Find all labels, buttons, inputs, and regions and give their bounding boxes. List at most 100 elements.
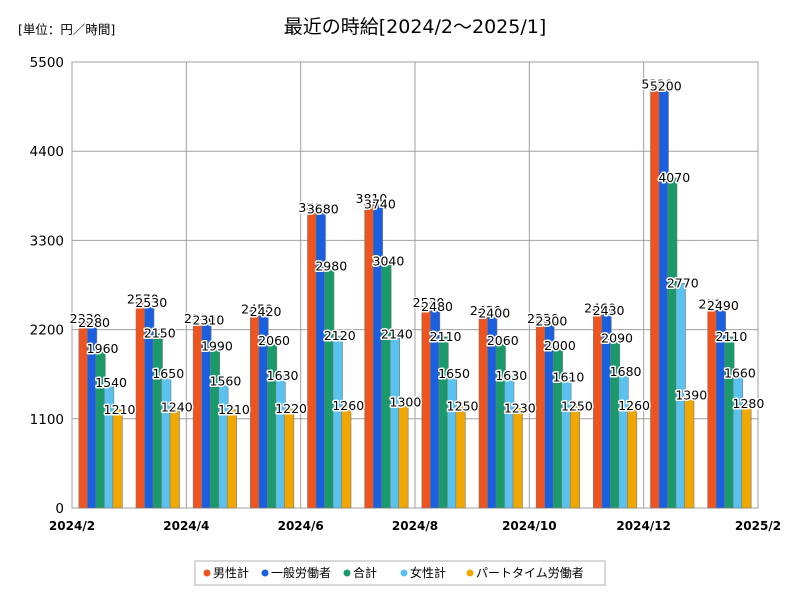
- data-label: 2420: [250, 304, 282, 319]
- data-label-halo: 1210: [104, 402, 136, 417]
- legend-marker: [466, 569, 474, 577]
- data-label-halo: 2400: [478, 305, 510, 320]
- y-tick-label: 3300: [30, 233, 64, 249]
- bar: [512, 407, 523, 509]
- data-label: 1250: [447, 399, 479, 414]
- x-tick-label: 2025/2: [735, 519, 781, 533]
- data-label-halo: 3810: [356, 191, 388, 206]
- data-label-halo: 4070: [658, 170, 690, 185]
- data-label: 2110: [430, 329, 462, 344]
- data-label: 1630: [267, 368, 299, 383]
- bar: [627, 405, 638, 509]
- data-label: 2090: [601, 331, 633, 346]
- data-label-halo: 1630: [267, 368, 299, 383]
- legend-label: パートタイム労働者: [476, 566, 584, 580]
- bar: [741, 403, 752, 509]
- data-label: 2000: [544, 338, 576, 353]
- legend-label: 合計: [353, 565, 377, 580]
- data-label: 1210: [104, 402, 136, 417]
- data-label: 2530: [135, 295, 167, 310]
- gridlines: [71, 61, 759, 509]
- data-label: 1540: [95, 375, 127, 390]
- bar: [275, 375, 286, 509]
- data-label: 1680: [610, 364, 642, 379]
- bar: [667, 177, 678, 509]
- data-label: 1390: [675, 387, 707, 402]
- data-label: 1250: [561, 399, 593, 414]
- bar: [504, 375, 515, 509]
- data-label: 3810: [356, 191, 388, 206]
- data-label: 1610: [553, 369, 585, 384]
- bar: [169, 407, 180, 509]
- data-label-halo: 2280: [78, 315, 110, 330]
- data-label-halo: 2140: [381, 326, 413, 341]
- bar: [495, 340, 506, 509]
- data-label: 1650: [152, 366, 184, 381]
- bar: [152, 333, 163, 509]
- x-tick-label: 2024/4: [163, 519, 209, 533]
- data-label: 1260: [332, 398, 364, 413]
- data-label: 2310: [193, 313, 225, 328]
- bar: [226, 409, 237, 509]
- data-label-halo: 2420: [250, 304, 282, 319]
- bar: [618, 371, 629, 509]
- data-label: 1260: [618, 398, 650, 413]
- data-label-halo: 2330: [527, 311, 559, 326]
- legend-marker: [203, 569, 211, 577]
- data-label-halo: 2330: [70, 311, 102, 326]
- bar: [447, 373, 458, 509]
- data-label-halo: 1650: [438, 366, 470, 381]
- y-axis: 0 1100 2200 3300 4400 5500: [30, 55, 64, 517]
- bar: [112, 409, 123, 509]
- data-label-halo: 1540: [95, 375, 127, 390]
- data-label-halo: 1280: [733, 396, 765, 411]
- data-label-halo: 3700: [298, 200, 330, 215]
- data-label: 1650: [438, 366, 470, 381]
- data-label: 2570: [127, 292, 159, 307]
- data-label: 1990: [201, 339, 233, 354]
- data-label: 2060: [258, 333, 290, 348]
- legend-marker: [343, 569, 351, 577]
- data-label-halo: 2770: [667, 275, 699, 290]
- data-label-halo: 2060: [487, 333, 519, 348]
- legend-label: 一般労働者: [271, 565, 331, 580]
- bar: [438, 336, 449, 509]
- data-label: 2490: [707, 298, 739, 313]
- data-label-halo: 1560: [210, 373, 242, 388]
- data-label: 1300: [390, 395, 422, 410]
- data-label-halo: 1250: [447, 399, 479, 414]
- x-axis: 2024/2 2024/4 2024/6 2024/8 2024/10 2024/12 20…: [49, 519, 781, 533]
- data-label-halo: 1260: [618, 398, 650, 413]
- data-label: 1230: [504, 400, 536, 415]
- bars: [78, 84, 752, 509]
- data-label-halo: 1250: [561, 399, 593, 414]
- data-label-halo: 1220: [275, 401, 307, 416]
- legend-marker: [400, 569, 408, 577]
- data-label: 4070: [658, 170, 690, 185]
- bar: [389, 334, 400, 509]
- bar: [732, 373, 743, 509]
- data-label: 2430: [593, 303, 625, 318]
- data-label-halo: 2000: [544, 338, 576, 353]
- data-label-halo: 2090: [601, 331, 633, 346]
- data-label-halo: 3040: [373, 253, 405, 268]
- data-label-halo: 2510: [699, 296, 731, 311]
- legend: 男性計 一般労働者 合計 女性計 パートタイム労働者: [194, 560, 606, 586]
- data-label: 2150: [144, 326, 176, 341]
- data-label-halo: 2120: [324, 328, 356, 343]
- bar: [95, 348, 106, 509]
- data-label-halo: 2150: [144, 326, 176, 341]
- data-labels: 2330233022802280196019601540154012101210…: [68, 75, 766, 418]
- data-label: 1560: [210, 373, 242, 388]
- data-label: 1220: [275, 401, 307, 416]
- data-label-halo: 2450: [241, 301, 273, 316]
- x-tick-label: 2024/2: [49, 519, 95, 533]
- data-label-halo: 2060: [258, 333, 290, 348]
- x-tick-label: 2024/12: [616, 519, 670, 533]
- data-label-halo: 2530: [135, 295, 167, 310]
- data-label: 2450: [241, 301, 273, 316]
- bar: [332, 335, 343, 509]
- data-label-halo: 1300: [390, 395, 422, 410]
- data-label: 2430: [470, 303, 502, 318]
- data-label: 2530: [413, 295, 445, 310]
